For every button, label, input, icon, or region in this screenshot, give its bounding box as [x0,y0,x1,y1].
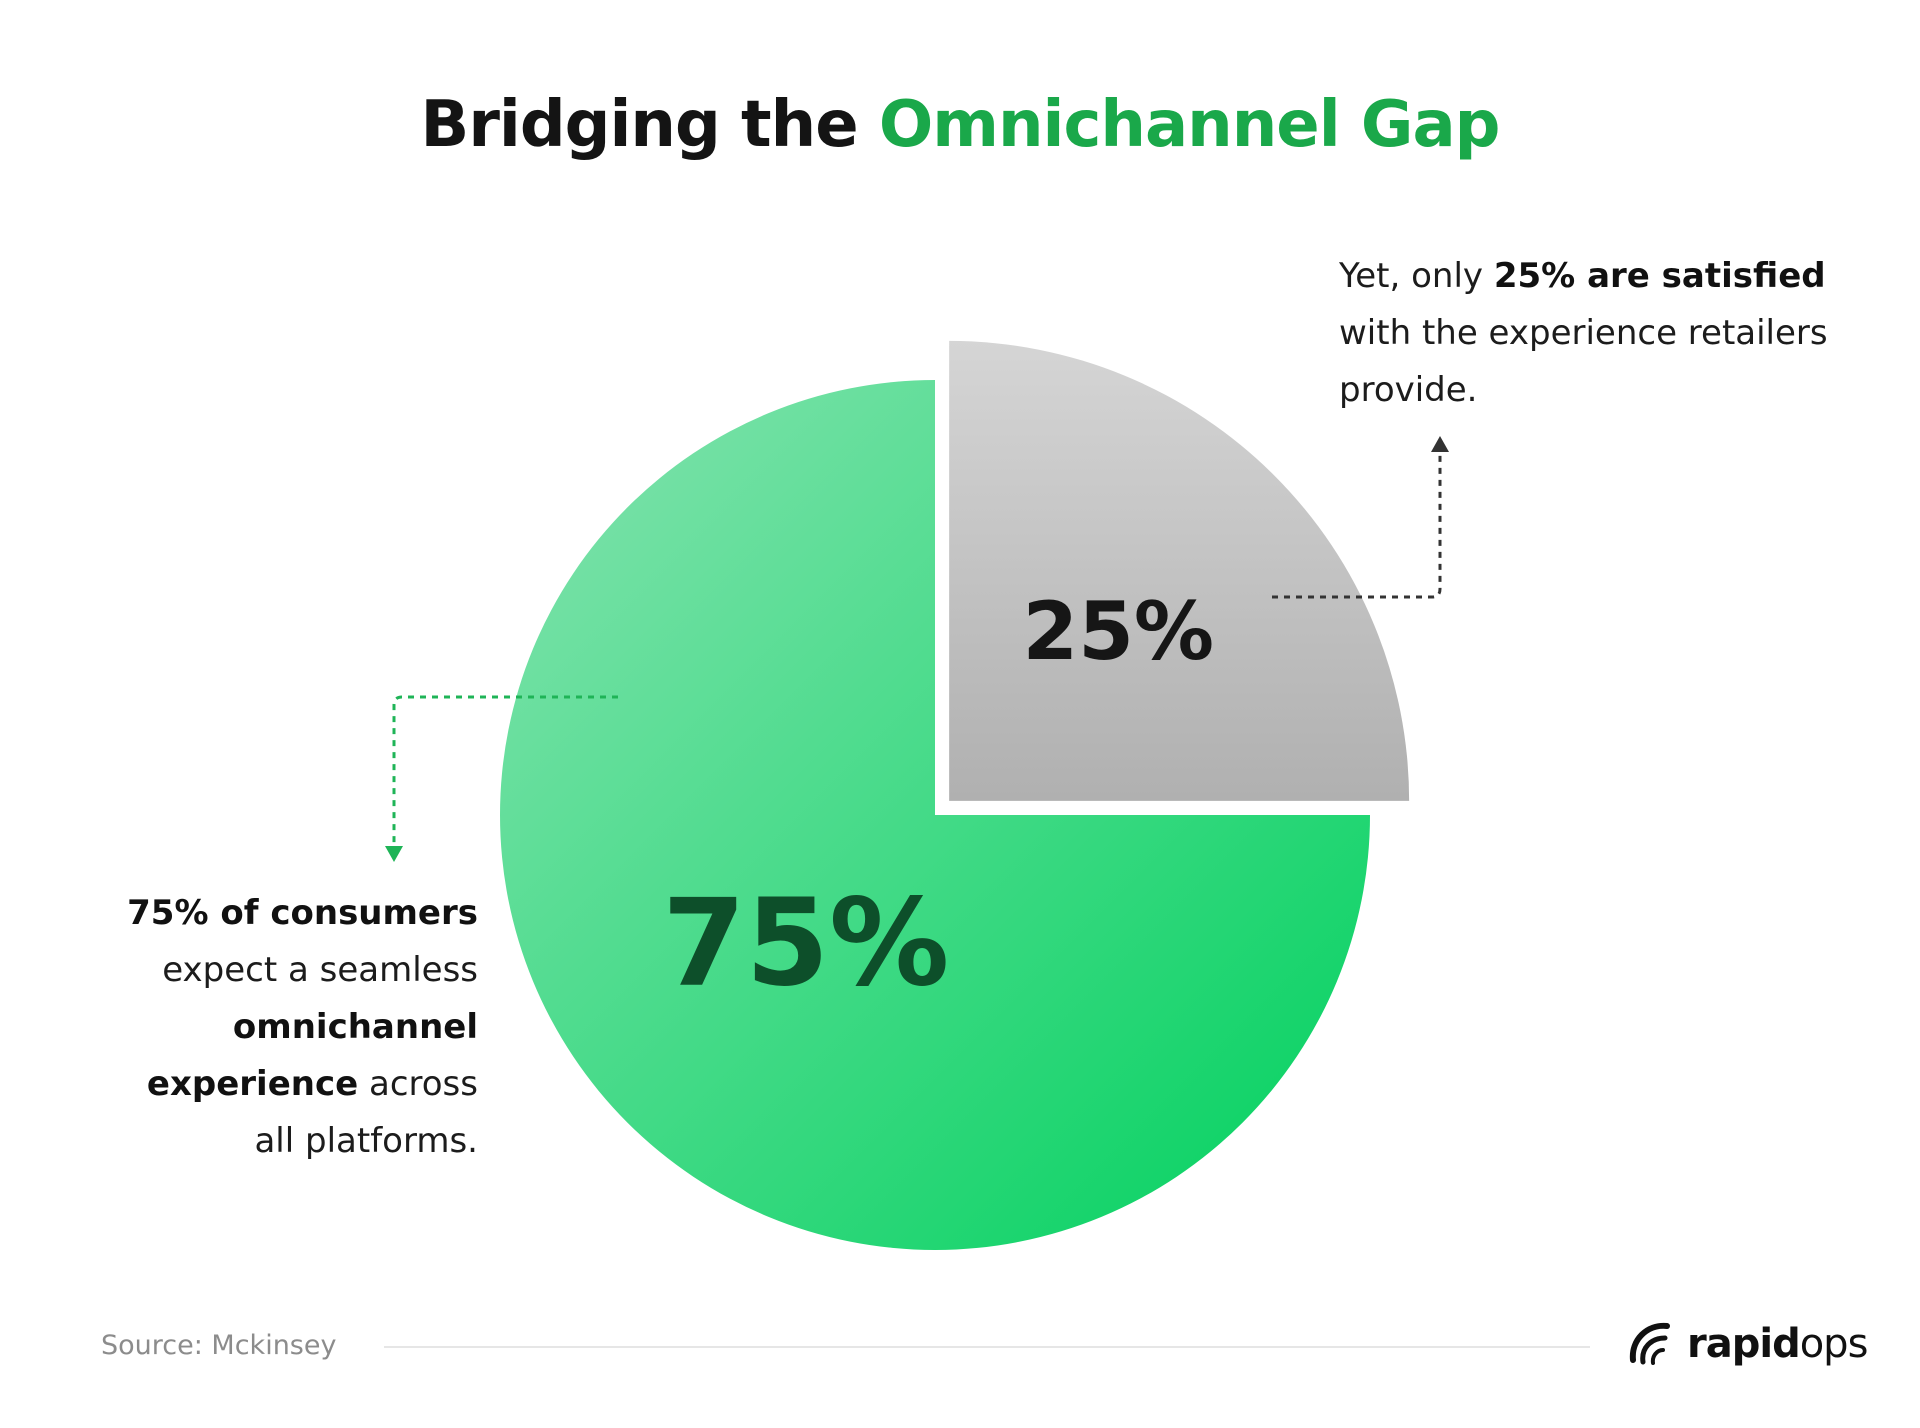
footer-divider [384,1346,1590,1348]
chart-title: Bridging the Omnichannel Gap [0,88,1920,162]
pie-label-25: 25% [1023,585,1214,678]
callout-75-line-2: expect a seamless [162,950,478,990]
callout-25-line-3: provide. [1339,370,1478,410]
rapidops-logo: rapidops [1625,1314,1868,1374]
callout-75-line-3: omnichannel [232,1007,478,1047]
pie-label-75: 75% [662,875,949,1014]
connector-25 [1272,452,1442,599]
connector-75 [392,695,618,845]
callout-75-line-5: all platforms. [254,1121,478,1161]
callout-75: 75% of consumers expect a seamless omnic… [80,885,478,1170]
pie-slice-75 [500,380,1370,1250]
pie-slice-25 [949,340,1410,801]
title-part-1: Bridging the [420,88,859,162]
source-note: Source: Mckinsey [101,1330,337,1361]
connector-75-arrowhead [385,846,403,862]
callout-75-line-1: 75% of consumers [127,893,478,933]
callout-25: Yet, only 25% are satisfied with the exp… [1339,248,1879,419]
callout-25-line-1: Yet, only 25% are satisfied [1339,256,1826,296]
rapidops-logo-icon [1629,1322,1670,1365]
callout-25-line-2: with the experience retailers [1339,313,1828,353]
title-part-2: Omnichannel Gap [878,88,1501,162]
callout-75-line-4: experience across [146,1064,478,1104]
connector-25-arrowhead [1431,436,1449,452]
rapidops-logo-text: rapidops [1687,1321,1868,1367]
